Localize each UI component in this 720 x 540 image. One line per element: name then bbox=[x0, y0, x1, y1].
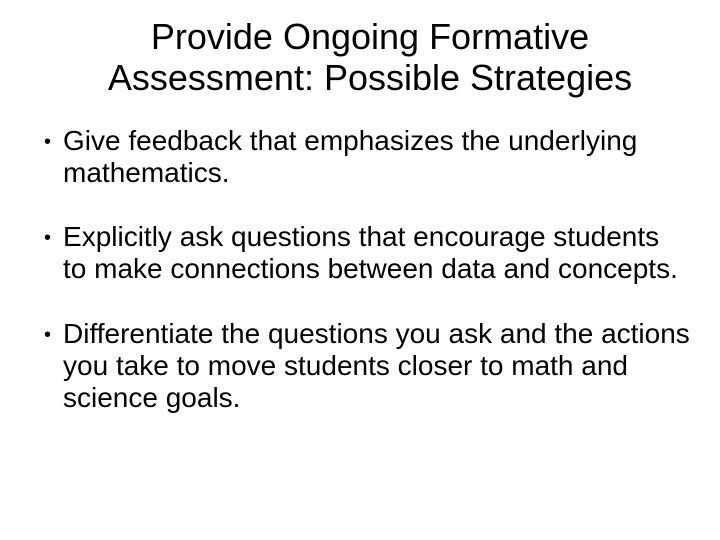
list-item: • Explicitly ask questions that encourag… bbox=[44, 221, 690, 285]
bullet-marker-icon: • bbox=[44, 131, 51, 154]
list-item: • Give feedback that emphasizes the unde… bbox=[44, 125, 690, 189]
bullet-marker-icon: • bbox=[44, 324, 51, 347]
list-item: • Differentiate the questions you ask an… bbox=[44, 318, 690, 415]
slide-title: Provide Ongoing Formative Assessment: Po… bbox=[30, 16, 690, 99]
title-line-2: Assessment: Possible Strategies bbox=[108, 57, 632, 98]
bullet-text: Explicitly ask questions that encourage … bbox=[63, 221, 690, 285]
bullet-text: Differentiate the questions you ask and … bbox=[63, 318, 690, 415]
bullet-marker-icon: • bbox=[44, 227, 51, 250]
bullet-list: • Give feedback that emphasizes the unde… bbox=[30, 125, 690, 414]
bullet-text: Give feedback that emphasizes the underl… bbox=[63, 125, 690, 189]
title-line-1: Provide Ongoing Formative bbox=[151, 16, 589, 57]
